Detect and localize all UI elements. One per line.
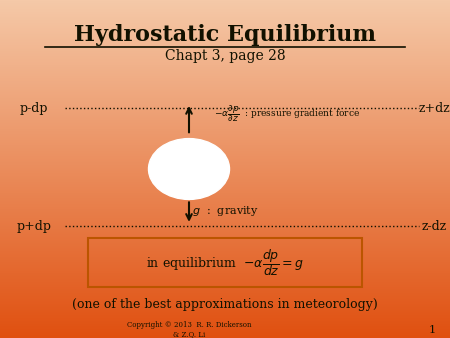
Text: in equilibrium  $-\alpha\dfrac{dp}{dz} = g$: in equilibrium $-\alpha\dfrac{dp}{dz} = … [146,247,304,279]
Text: $-\alpha\dfrac{\partial p}{\partial z}$  : pressure gradient force: $-\alpha\dfrac{\partial p}{\partial z}$ … [214,103,360,124]
Text: 1: 1 [428,324,436,335]
Text: z+dz: z+dz [418,102,450,115]
Text: p+dp: p+dp [16,220,51,233]
Text: $g$  :  gravity: $g$ : gravity [192,204,258,218]
Text: Copyright © 2013  R. R. Dickerson
& Z.Q. Li: Copyright © 2013 R. R. Dickerson & Z.Q. … [127,321,251,338]
Text: p-dp: p-dp [19,102,48,115]
Text: (one of the best approximations in meteorology): (one of the best approximations in meteo… [72,298,378,311]
Text: Chapt 3, page 28: Chapt 3, page 28 [165,49,285,63]
Text: Hydrostatic Equilibrium: Hydrostatic Equilibrium [74,24,376,47]
Text: z-dz: z-dz [422,220,447,233]
Circle shape [148,139,230,199]
